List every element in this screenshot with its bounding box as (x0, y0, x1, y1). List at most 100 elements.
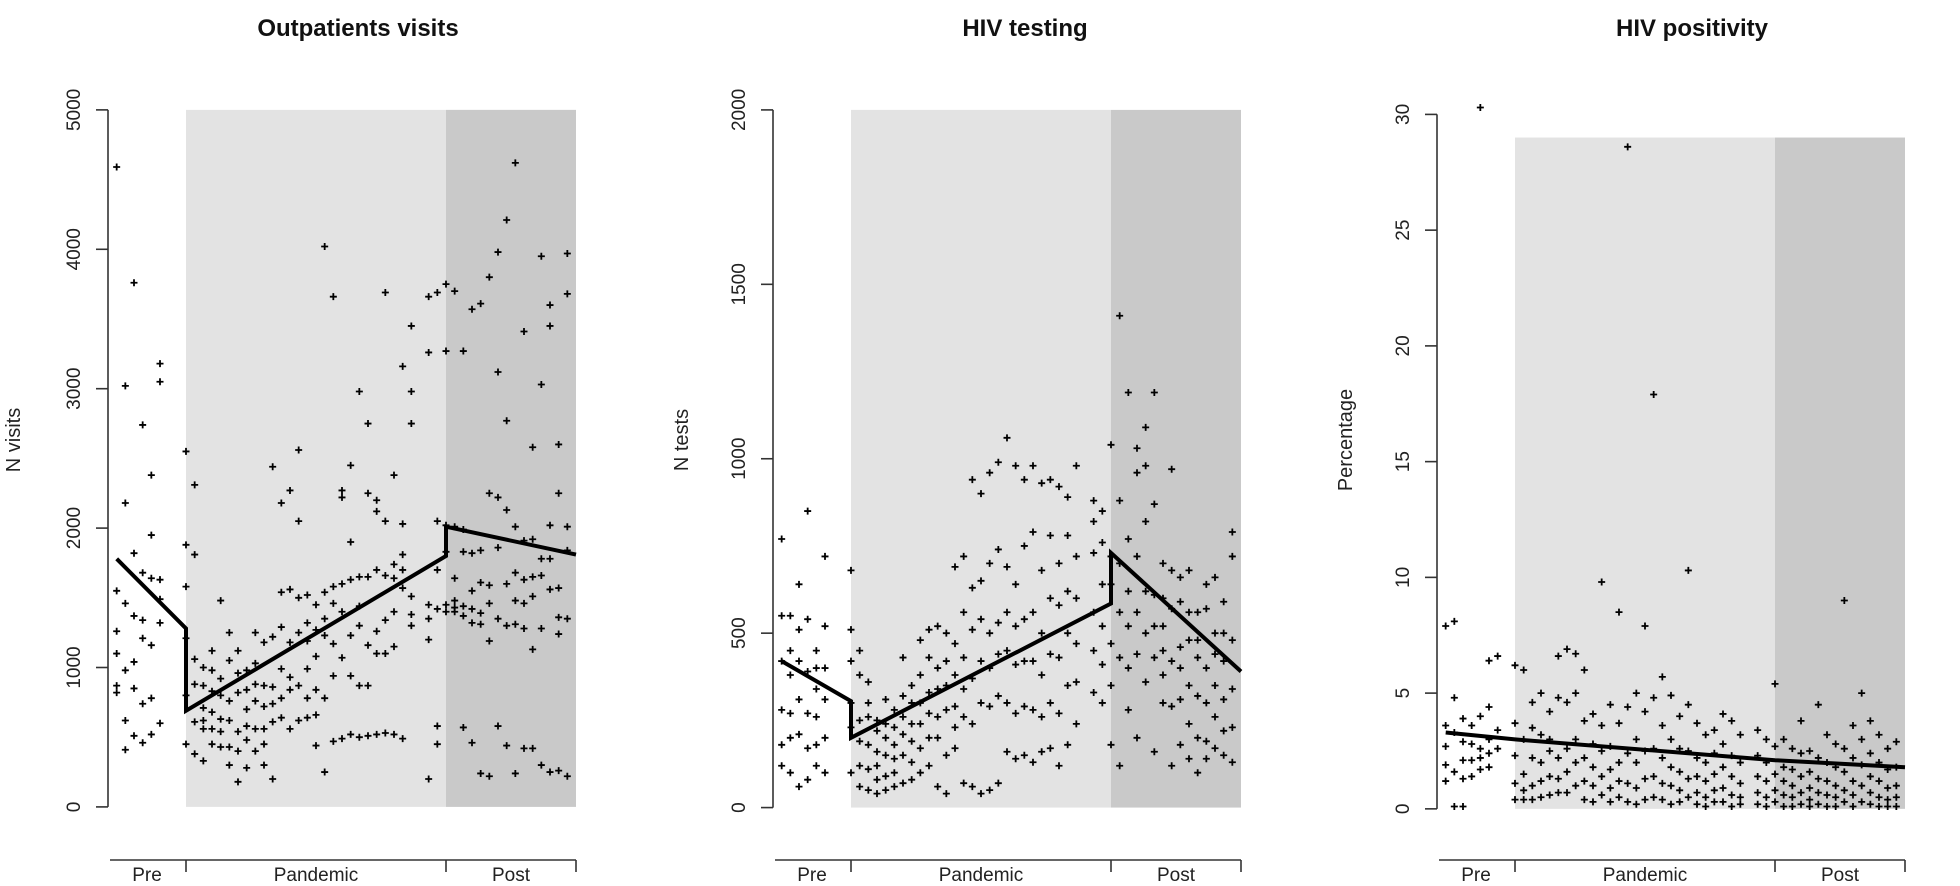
data-point (295, 629, 303, 637)
data-point (156, 719, 164, 727)
data-point (1832, 740, 1840, 748)
data-point (1754, 772, 1762, 780)
data-point (1667, 691, 1675, 699)
data-point (1176, 598, 1184, 606)
data-point (113, 682, 121, 690)
data-point (113, 587, 121, 595)
data-point (338, 654, 346, 662)
data-point (1754, 789, 1762, 797)
data-point (234, 669, 242, 677)
data-point (147, 694, 155, 702)
data-point (1572, 735, 1580, 743)
data-point (1892, 793, 1900, 801)
data-point (960, 654, 968, 662)
data-point (1159, 647, 1167, 655)
data-point (373, 566, 381, 574)
data-point (1090, 688, 1098, 696)
data-point (1064, 629, 1072, 637)
data-point (1012, 661, 1020, 669)
data-point (468, 605, 476, 613)
data-point (1520, 666, 1528, 674)
data-point (968, 584, 976, 592)
data-point (804, 709, 812, 717)
data-point (373, 496, 381, 504)
y-tick-label: 2000 (729, 89, 750, 131)
y-tick-label: 5000 (64, 89, 85, 131)
data-point (960, 713, 968, 721)
data-point (1684, 701, 1692, 709)
data-point (1606, 798, 1614, 806)
data-point (494, 248, 502, 256)
data-point (1003, 748, 1011, 756)
data-point (1840, 597, 1848, 605)
data-point (1650, 694, 1658, 702)
data-point (908, 737, 916, 745)
data-point (1116, 312, 1124, 320)
data-point (459, 723, 467, 731)
data-point (208, 725, 216, 733)
data-point (1116, 608, 1124, 616)
data-point (1228, 723, 1236, 731)
data-point (338, 580, 346, 588)
data-point (269, 718, 277, 726)
data-point (1875, 793, 1883, 801)
data-point (269, 775, 277, 783)
data-point (786, 709, 794, 717)
data-point (156, 360, 164, 368)
data-point (1020, 702, 1028, 710)
data-point (1589, 798, 1597, 806)
data-point (1038, 479, 1046, 487)
data-point (225, 697, 233, 705)
data-point (1046, 476, 1054, 484)
data-point (1736, 779, 1744, 787)
data-point (882, 751, 890, 759)
data-point (899, 779, 907, 787)
data-point (1194, 769, 1202, 777)
data-point (994, 692, 1002, 700)
data-point (1202, 737, 1210, 745)
data-point (847, 566, 855, 574)
data-point (977, 657, 985, 665)
data-point (520, 328, 528, 336)
data-point (1228, 528, 1236, 536)
data-point (934, 622, 942, 630)
data-point (529, 592, 537, 600)
data-point (821, 734, 829, 742)
data-point (329, 599, 337, 607)
data-point (1476, 103, 1484, 111)
data-point (1020, 542, 1028, 550)
data-point (1797, 800, 1805, 808)
data-point (1849, 722, 1857, 730)
data-point (951, 563, 959, 571)
data-point (329, 672, 337, 680)
data-point (1202, 664, 1210, 672)
data-point (1606, 766, 1614, 773)
data-point (269, 463, 277, 471)
data-point (882, 695, 890, 703)
data-point (821, 664, 829, 672)
data-point (477, 300, 485, 308)
data-point (295, 517, 303, 525)
data-point (312, 686, 320, 694)
data-point (1020, 476, 1028, 484)
data-point (812, 762, 820, 770)
data-point (1823, 777, 1831, 785)
data-point (303, 714, 311, 722)
data-point (1537, 777, 1545, 785)
data-point (485, 273, 493, 281)
data-point (381, 650, 389, 658)
data-point (1580, 666, 1588, 674)
data-point (1046, 650, 1054, 658)
data-point (1116, 497, 1124, 505)
data-point (1606, 784, 1614, 792)
data-point (1884, 796, 1892, 804)
data-point (925, 626, 933, 634)
data-point (1072, 720, 1080, 728)
data-point (1220, 657, 1228, 665)
data-point (494, 368, 502, 376)
data-point (890, 706, 898, 714)
data-point (338, 493, 346, 501)
data-point (546, 768, 554, 776)
data-point (1892, 803, 1900, 811)
data-point (942, 790, 950, 798)
